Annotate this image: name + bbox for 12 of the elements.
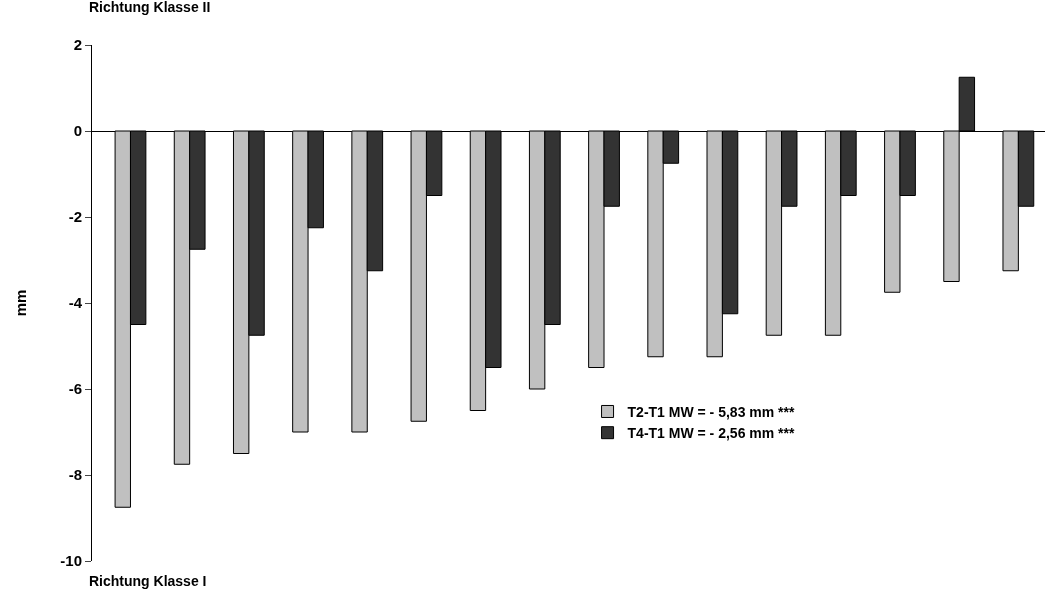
y-tick-label: -8 (68, 466, 82, 484)
y-tick-label: 2 (73, 36, 82, 54)
y-tick-label: -6 (68, 380, 82, 398)
text: Richtung Klasse I (89, 573, 207, 589)
text: Richtung Klasse II (89, 0, 211, 15)
legend-label: T4-T1 MW = - 2,56 mm *** (627, 425, 795, 442)
y-tick-label: -4 (68, 294, 83, 312)
legend-label: T2-T1 MW = - 5,83 mm *** (627, 403, 795, 420)
y-axis-title: mm (11, 289, 29, 317)
y-tick-label: -2 (68, 208, 82, 226)
y-tick-label: 0 (73, 122, 82, 140)
y-tick-label: -10 (60, 552, 82, 570)
